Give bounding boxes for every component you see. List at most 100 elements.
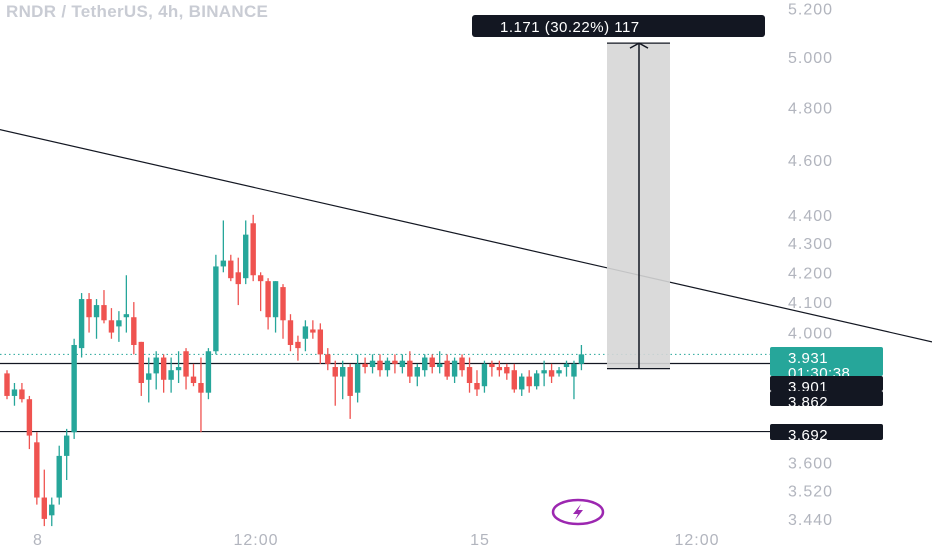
candle — [295, 335, 301, 361]
candle — [78, 293, 85, 358]
candle-body — [34, 442, 40, 498]
candle — [340, 360, 346, 400]
candle — [526, 370, 532, 393]
candle — [205, 348, 212, 400]
candle — [146, 357, 152, 403]
candle-body — [392, 360, 398, 364]
candle — [235, 257, 241, 306]
y-axis-tick-label: 4.800 — [788, 100, 833, 117]
candle-body — [175, 367, 182, 371]
candle — [332, 360, 338, 406]
level-tag-2-bg — [770, 391, 883, 406]
y-axis-tick-label: 4.600 — [788, 153, 833, 170]
candle — [369, 354, 376, 374]
candle — [578, 344, 585, 371]
candle — [429, 354, 435, 374]
candle-body — [332, 367, 338, 377]
candle-body — [481, 363, 488, 387]
candle — [257, 272, 264, 312]
measure-label-bg — [472, 15, 765, 37]
candle-body — [414, 367, 420, 377]
candle-body — [272, 281, 279, 318]
candle-body — [429, 357, 435, 368]
y-axis: 5.200 5.000 4.800 4.600 4.400 4.300 4.200 4.100… — [788, 1, 833, 529]
candle — [354, 354, 361, 403]
candle-body — [56, 455, 62, 498]
candle-body — [354, 363, 361, 393]
candle — [362, 357, 368, 374]
candle — [474, 370, 480, 396]
y-axis-tick-label: 4.400 — [788, 208, 833, 225]
candle-body — [422, 357, 428, 371]
candle-body — [153, 357, 159, 374]
candle-body — [168, 370, 174, 380]
level-tag-2: 3.862 — [770, 391, 883, 411]
candle — [414, 363, 420, 387]
candle-body — [459, 357, 465, 371]
last-price-tag-text: 3.931 — [788, 350, 828, 367]
candle — [190, 363, 197, 387]
candle-body — [26, 399, 33, 436]
candle — [108, 308, 115, 339]
x-axis-tick-label: 15 — [470, 532, 490, 549]
candle — [220, 220, 227, 273]
candle — [407, 351, 413, 384]
candle — [86, 293, 92, 333]
level-tag-3-text: 3.692 — [788, 427, 828, 444]
last-price-tag-bg — [770, 347, 883, 376]
x-axis: 8 12:00 15 12:00 — [33, 532, 718, 549]
candle-body — [250, 223, 256, 276]
candle-body — [556, 370, 562, 374]
y-axis-tick-label: 3.520 — [788, 483, 833, 500]
candle-body — [519, 376, 525, 390]
candle-body — [563, 363, 570, 368]
candles-layer — [4, 214, 585, 527]
candle-body — [49, 504, 55, 516]
chart-title: RNDR / TetherUS, 4h, BINANCE — [6, 2, 269, 21]
candle — [317, 323, 324, 364]
candle-body — [280, 287, 286, 321]
candle-body — [123, 314, 130, 318]
candle — [451, 357, 458, 384]
candle-body — [474, 383, 480, 390]
candle — [11, 383, 18, 406]
candle — [548, 363, 555, 384]
y-axis-tick-label: 4.000 — [788, 326, 833, 343]
candle-body — [287, 320, 294, 345]
candle — [272, 281, 279, 333]
candle-body — [4, 373, 10, 396]
y-axis-tick-label: 3.440 — [788, 512, 833, 529]
lightning-icon[interactable] — [551, 498, 605, 526]
y-axis-tick-label: 4.200 — [788, 265, 833, 282]
candle — [34, 432, 40, 505]
candle-body — [347, 367, 353, 396]
y-axis-tick-label: 4.100 — [788, 295, 833, 312]
candle — [399, 354, 406, 374]
candle-body — [160, 357, 167, 380]
candle-body — [63, 435, 70, 456]
candle — [213, 254, 219, 355]
x-axis-tick-label: 12:00 — [233, 532, 278, 549]
candle — [377, 354, 383, 377]
candle — [302, 320, 309, 352]
candle — [556, 367, 562, 377]
candle-body — [578, 354, 585, 364]
candle-body — [533, 373, 540, 387]
candle-body — [235, 272, 241, 285]
candle-body — [220, 260, 227, 267]
candle — [496, 360, 503, 377]
trendline[interactable] — [0, 112, 932, 343]
candle — [504, 363, 510, 380]
candle-body — [548, 370, 555, 377]
level-tag-3-bg — [770, 424, 883, 440]
candle — [243, 220, 249, 285]
candle — [347, 363, 353, 419]
candle — [310, 320, 316, 339]
measure-arrowhead — [629, 42, 649, 49]
candle — [131, 302, 137, 355]
y-axis-tick-label: 5.000 — [788, 50, 833, 67]
candle-body — [41, 497, 47, 519]
candle-body — [384, 360, 391, 371]
